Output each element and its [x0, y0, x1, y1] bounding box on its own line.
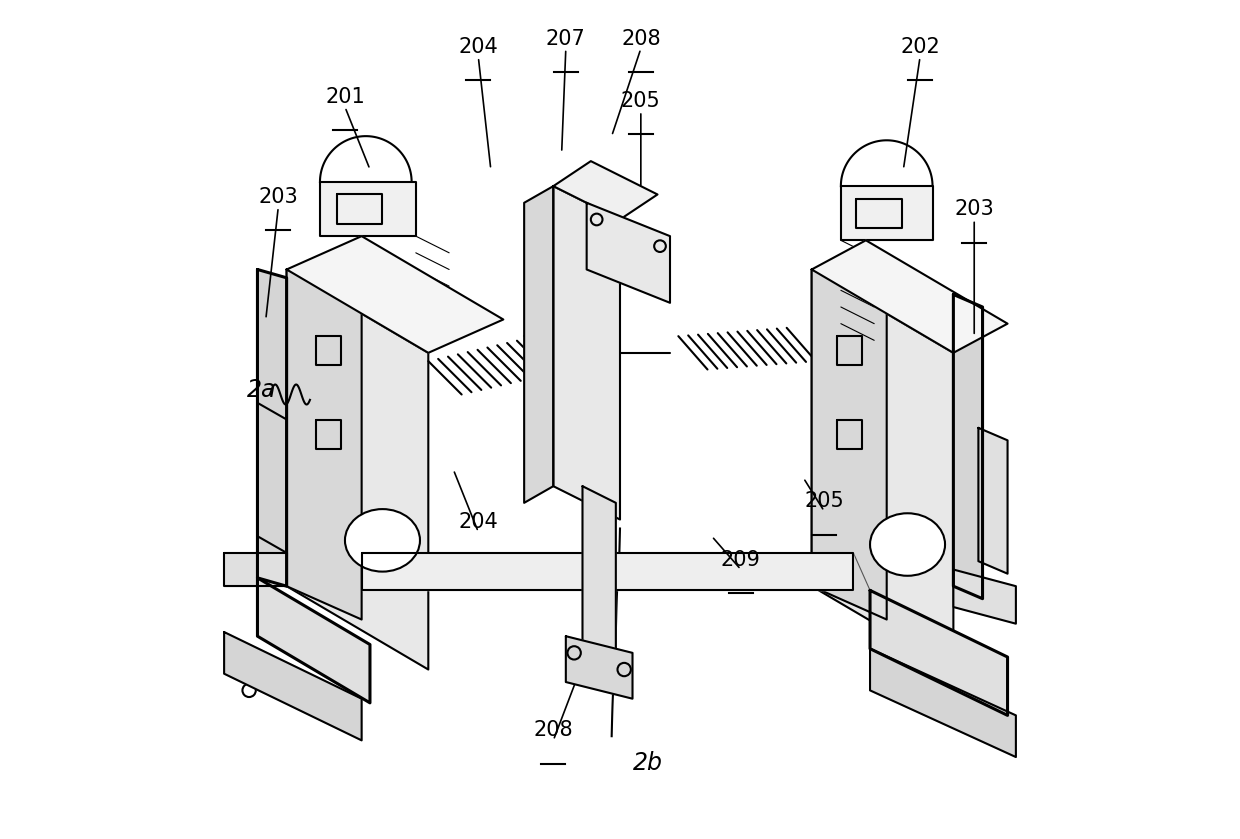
Polygon shape	[224, 553, 286, 586]
Polygon shape	[286, 236, 503, 353]
Text: 204: 204	[459, 512, 498, 532]
Text: 208: 208	[621, 29, 661, 49]
Polygon shape	[553, 186, 620, 519]
Ellipse shape	[345, 509, 420, 571]
Polygon shape	[583, 486, 616, 670]
Polygon shape	[954, 294, 982, 599]
Text: 202: 202	[900, 37, 940, 57]
Polygon shape	[812, 269, 954, 670]
Polygon shape	[812, 269, 887, 619]
Polygon shape	[587, 203, 670, 303]
Polygon shape	[258, 269, 286, 586]
Text: 2b: 2b	[632, 751, 662, 775]
Polygon shape	[286, 269, 362, 619]
Ellipse shape	[870, 513, 945, 576]
Polygon shape	[224, 632, 362, 740]
Text: 2a: 2a	[247, 378, 277, 403]
Polygon shape	[565, 636, 632, 699]
Text: 205: 205	[805, 491, 844, 511]
Polygon shape	[954, 570, 1016, 623]
Text: 208: 208	[533, 721, 573, 740]
Polygon shape	[286, 269, 428, 670]
Text: 201: 201	[325, 87, 365, 107]
Text: 209: 209	[720, 550, 761, 570]
Text: 207: 207	[546, 29, 585, 49]
Text: 204: 204	[459, 37, 498, 57]
Polygon shape	[320, 182, 415, 236]
Text: 205: 205	[621, 91, 661, 111]
Polygon shape	[978, 428, 1008, 574]
Text: 203: 203	[955, 200, 994, 220]
Polygon shape	[553, 161, 657, 220]
Text: 203: 203	[258, 187, 298, 207]
Polygon shape	[870, 591, 1008, 716]
Polygon shape	[870, 649, 1016, 757]
Polygon shape	[258, 403, 286, 553]
Polygon shape	[258, 578, 370, 703]
Polygon shape	[362, 553, 853, 591]
Polygon shape	[525, 186, 553, 503]
Polygon shape	[812, 240, 1008, 353]
Polygon shape	[841, 186, 932, 240]
